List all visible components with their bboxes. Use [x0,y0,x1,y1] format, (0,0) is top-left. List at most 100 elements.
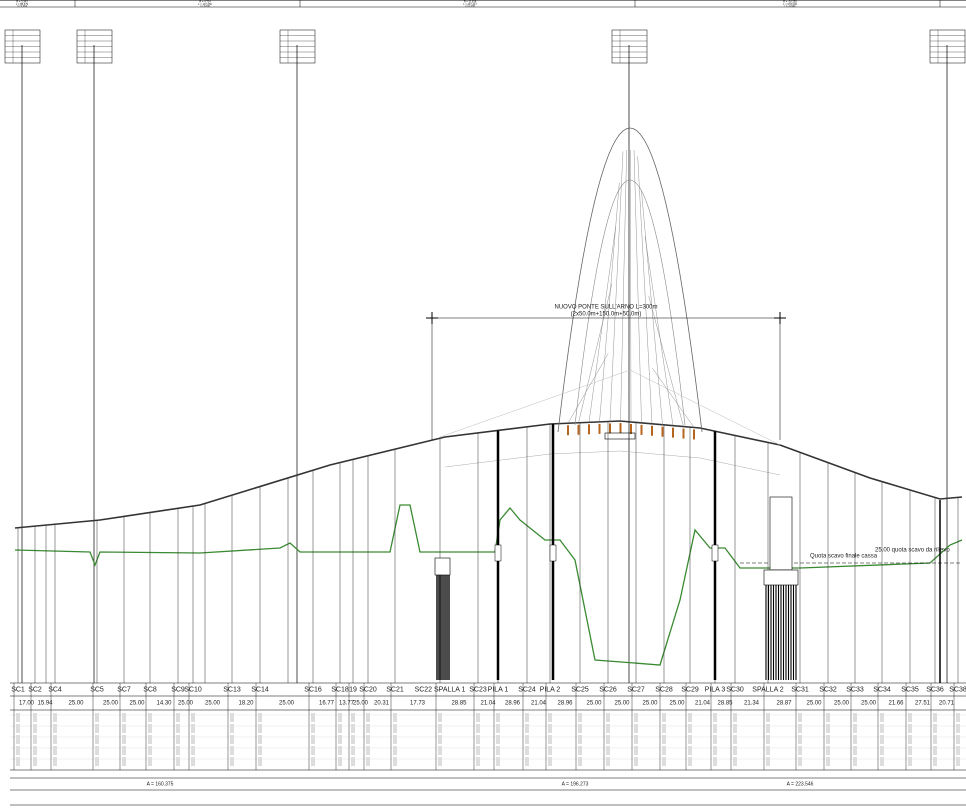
distance: 21.34 [744,701,760,707]
section-label: SC4 [48,686,62,693]
section-label: SC33 [846,686,864,693]
distance: 25.00 [279,701,295,707]
anchor [683,429,685,439]
rotated-value [606,724,610,733]
distance: 25.00 [68,701,84,707]
rotated-value [634,724,638,733]
rotated-value [606,746,610,755]
rotated-value [338,735,342,744]
rotated-value [393,724,397,733]
rotated-value [933,757,937,766]
section-label: SC8 [143,686,157,693]
rotated-value [176,713,180,722]
rotated-value [122,713,126,722]
area-label: A = 196.273 [562,781,589,787]
section-label: SC35 [901,686,919,693]
section-label: SC25 [571,686,589,693]
rotated-value [578,757,582,766]
section-label: PILA 1 [488,686,509,693]
rotated-value [880,746,884,755]
rotated-value [496,757,500,766]
rotated-value [351,757,355,766]
distance: 28.87 [776,701,792,707]
rotated-value [351,724,355,733]
rotated-value [148,735,152,744]
rotated-value [53,746,57,755]
rotated-value [956,713,960,722]
rotated-value [95,713,99,722]
rotated-value [688,757,692,766]
rotated-value [122,724,126,733]
rotated-value [933,735,937,744]
rotated-value [548,735,552,744]
rotated-value [826,746,830,755]
section-label: SC36 [926,686,944,693]
anchor [672,428,674,438]
rotated-value [826,724,830,733]
section-label: SC9 [171,686,185,693]
anchor [620,423,622,433]
section-label: SC30 [726,686,744,693]
curve-param: i = 0.250 [465,4,476,8]
rotated-value [766,757,770,766]
rotated-value [956,735,960,744]
rotated-value [438,713,442,722]
abutment-cap [764,570,798,585]
anchor [588,424,590,434]
distance: 28.96 [505,701,521,707]
rotated-value [933,746,937,755]
section-label: SC38 [949,686,966,693]
rotated-value [578,746,582,755]
rotated-value [476,735,480,744]
distance: 17.73 [410,701,426,707]
rotated-value [880,724,884,733]
note: 25.00 quota scavo da rilievo [875,548,950,554]
rotated-value [766,735,770,744]
section-label: SC28 [655,686,673,693]
rotated-value [606,713,610,722]
abutment [435,558,450,575]
rotated-value [438,757,442,766]
rotated-value [733,757,737,766]
rotated-value [338,724,342,733]
rotated-value [191,757,195,766]
section-label: SC10 [184,686,202,693]
section-label: SC22 SPALLA 1 [415,686,466,693]
rotated-value [476,713,480,722]
distance: 28.96 [557,701,573,707]
rotated-value [826,735,830,744]
section-label: PILA 2 [540,686,561,693]
rotated-value [33,757,37,766]
rotated-value [908,724,912,733]
area-label: A = 160.375 [147,781,174,787]
rotated-value [16,757,20,766]
rotated-value [662,724,666,733]
bridge-spans: (2x50.0m+150.0m+50.0m) [571,312,642,318]
rotated-value [853,746,857,755]
rotated-value [230,757,234,766]
rotated-value [880,757,884,766]
anchor [662,427,664,437]
rotated-value [176,735,180,744]
anchor [567,425,569,435]
rotated-value [16,735,20,744]
distance: 15.94 [37,701,53,707]
pier-head [550,545,556,561]
rotated-value [525,735,529,744]
rotated-value [688,735,692,744]
rotated-value [525,757,529,766]
section-label: SC31 [791,686,809,693]
distance: 21.04 [531,701,547,707]
rotated-value [16,713,20,722]
rotated-value [853,735,857,744]
rotated-value [311,724,315,733]
section-label: SC18 [331,686,349,693]
pier-head [712,545,718,561]
section-label: SC20 [359,686,377,693]
rotated-value [662,713,666,722]
rotated-value [766,713,770,722]
rotated-value [713,746,717,755]
rotated-value [853,713,857,722]
section-label: SC26 [599,686,617,693]
rotated-value [578,735,582,744]
